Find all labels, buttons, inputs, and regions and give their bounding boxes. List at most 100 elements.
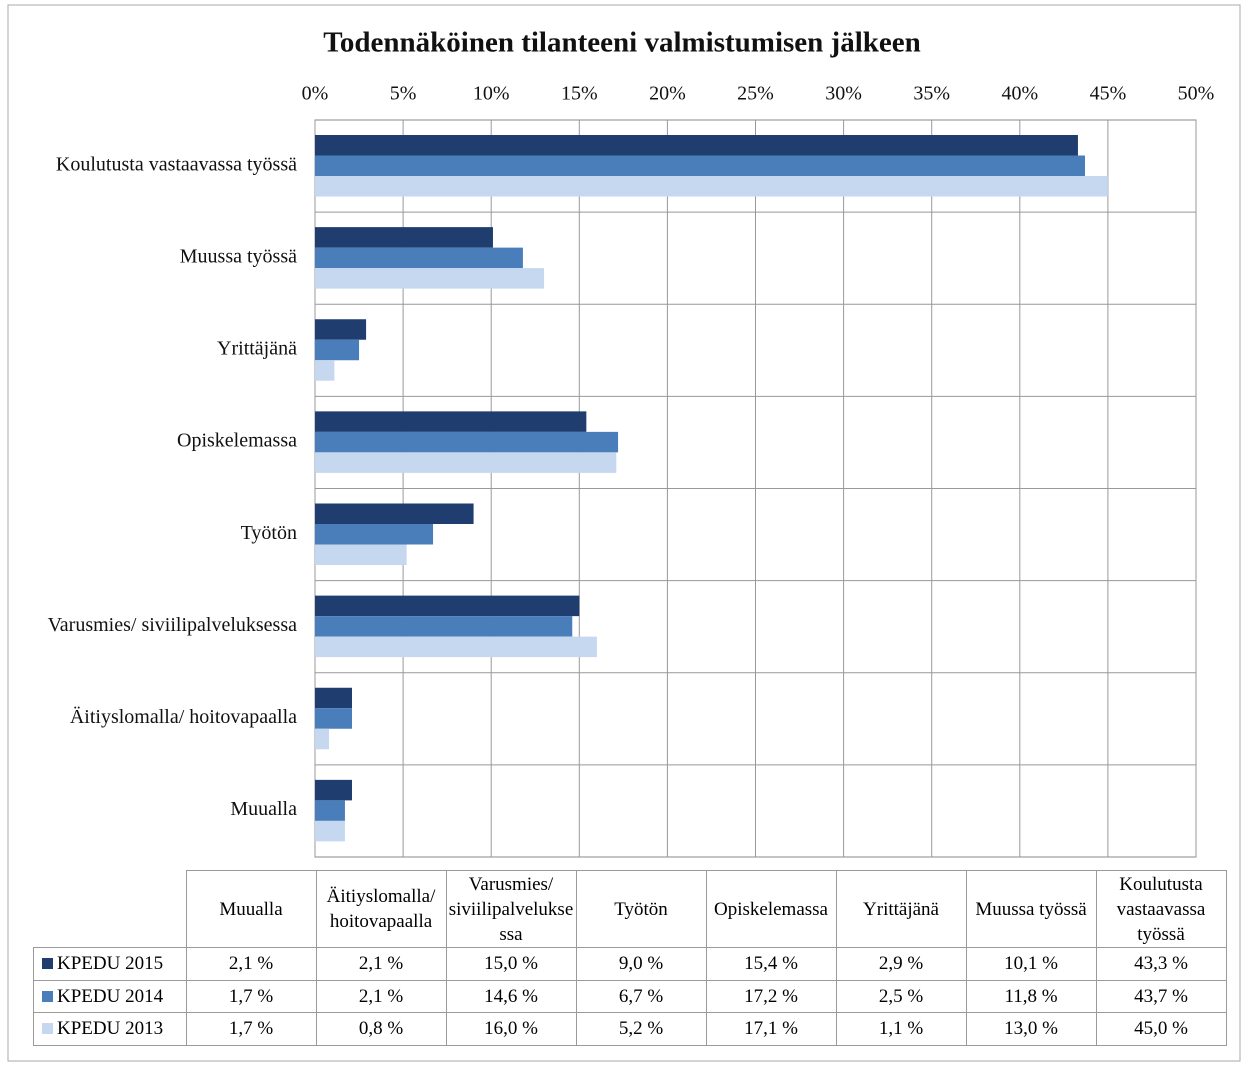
value-cell: 0,8 % xyxy=(315,1012,447,1046)
legend-label: KPEDU 2015 xyxy=(57,953,164,975)
value-cell: 2,1 % xyxy=(315,979,447,1013)
column-header: Koulutusta vastaavassa työssä xyxy=(1095,870,1227,948)
y-tick-label: Muualla xyxy=(230,798,297,820)
value-cell-text: 0,8 % xyxy=(358,1018,404,1040)
column-header-text: Opiskelemassa xyxy=(714,898,828,920)
column-header-text: Yrittäjänä xyxy=(863,898,939,920)
column-header-text: Muussa työssä xyxy=(975,898,1087,920)
bar xyxy=(315,708,353,729)
column-header: Opiskelemassa xyxy=(705,870,837,948)
x-tick-label: 0% xyxy=(302,83,329,105)
bar xyxy=(315,176,1108,197)
column-header: Muussa työssä xyxy=(965,870,1097,948)
column-header: Muualla xyxy=(185,870,317,948)
bar xyxy=(315,339,360,361)
y-tick-label: Äitiyslomalla/ hoitovapaalla xyxy=(70,705,297,728)
value-cell: 1,7 % xyxy=(185,979,317,1013)
legend-swatch xyxy=(42,1023,53,1035)
legend-cell: KPEDU 2014 xyxy=(33,979,187,1013)
value-cell-text: 2,1 % xyxy=(358,985,404,1007)
value-cell-text: 17,2 % xyxy=(744,985,798,1007)
legend-cell: KPEDU 2013 xyxy=(33,1012,187,1046)
legend-label: KPEDU 2014 xyxy=(57,985,164,1007)
value-cell-text: 1,7 % xyxy=(228,985,274,1007)
column-header-text: Koulutusta vastaavassa työssä xyxy=(1116,873,1206,945)
column-header: Varusmies/ siviilipalveluksessa xyxy=(445,870,577,948)
column-header-text: Työtön xyxy=(614,898,668,920)
value-cell: 2,9 % xyxy=(835,947,967,981)
bar xyxy=(315,800,345,821)
legend-cell: KPEDU 2015 xyxy=(33,947,187,981)
x-tick-label: 10% xyxy=(473,83,510,105)
value-cell: 17,1 % xyxy=(705,1012,837,1046)
bar xyxy=(315,227,493,248)
value-cell-text: 2,5 % xyxy=(878,985,924,1007)
y-tick-label: Koulutusta vastaavassa työssä xyxy=(56,153,297,175)
bar xyxy=(315,544,407,565)
value-cell: 43,3 % xyxy=(1095,947,1227,981)
x-tick-label: 30% xyxy=(825,83,862,105)
frame xyxy=(7,4,1241,1062)
value-cell-text: 2,9 % xyxy=(878,953,924,975)
bar xyxy=(315,524,434,545)
x-tick-label: 5% xyxy=(390,83,417,105)
bar xyxy=(315,779,353,801)
value-cell: 45,0 % xyxy=(1095,1012,1227,1046)
value-cell: 13,0 % xyxy=(965,1012,1097,1046)
bar xyxy=(315,616,573,637)
legend-label: KPEDU 2013 xyxy=(57,1018,164,1040)
value-cell-text: 2,1 % xyxy=(228,953,274,975)
value-cell-text: 14,6 % xyxy=(484,985,538,1007)
value-cell-text: 16,0 % xyxy=(484,1018,538,1040)
value-cell: 43,7 % xyxy=(1095,979,1227,1013)
data-table: Muualla Äitiyslomalla/ hoitovapaalla Varus… xyxy=(33,870,1227,1046)
x-tick-label: 40% xyxy=(1001,83,1038,105)
value-cell-text: 1,7 % xyxy=(228,1018,274,1040)
x-tick-label: 25% xyxy=(737,83,774,105)
bar xyxy=(315,636,597,658)
y-tick-label: Opiskelemassa xyxy=(177,430,297,452)
value-cell-text: 2,1 % xyxy=(358,953,404,975)
value-cell-text: 5,2 % xyxy=(618,1018,664,1040)
empty-cell xyxy=(34,871,187,948)
value-cell-text: 43,3 % xyxy=(1134,953,1188,975)
bar xyxy=(315,687,353,709)
value-cell-text: 15,4 % xyxy=(744,953,798,975)
value-cell: 5,2 % xyxy=(575,1012,707,1046)
column-header-text: Muualla xyxy=(219,898,283,920)
legend-swatch xyxy=(42,990,53,1002)
x-tick-label: 20% xyxy=(649,83,686,105)
value-cell-text: 11,8 % xyxy=(1004,985,1058,1007)
y-tick-label: Varusmies/ siviilipalveluksessa xyxy=(48,614,298,636)
bar xyxy=(315,135,1078,156)
bar xyxy=(315,411,587,432)
column-header-text: Äitiyslomalla/ hoitovapaalla xyxy=(326,886,436,932)
value-cell: 14,6 % xyxy=(445,979,577,1013)
bar xyxy=(315,503,474,524)
column-header-text: Varusmies/ siviilipalveluksessa xyxy=(448,873,574,945)
value-cell: 10,1 % xyxy=(965,947,1097,981)
x-tick-label: 50% xyxy=(1178,83,1215,105)
value-cell-text: 10,1 % xyxy=(1004,953,1058,975)
value-cell: 9,0 % xyxy=(575,947,707,981)
bar xyxy=(315,820,345,842)
column-header: Yrittäjänä xyxy=(835,870,967,948)
bar xyxy=(315,360,335,381)
y-tick-label: Yrittäjänä xyxy=(217,338,297,360)
value-cell: 2,5 % xyxy=(835,979,967,1013)
value-cell: 2,1 % xyxy=(185,947,317,981)
bar xyxy=(315,319,367,340)
column-header: Äitiyslomalla/ hoitovapaalla xyxy=(315,870,447,948)
value-cell-text: 1,1 % xyxy=(878,1018,924,1040)
value-cell: 1,1 % xyxy=(835,1012,967,1046)
value-cell-text: 9,0 % xyxy=(618,953,664,975)
value-cell-text: 6,7 % xyxy=(618,985,664,1007)
bar xyxy=(315,155,1085,176)
value-cell-text: 13,0 % xyxy=(1004,1018,1058,1040)
value-cell: 15,0 % xyxy=(445,947,577,981)
bar xyxy=(315,452,617,473)
y-tick-label: Työtön xyxy=(241,522,297,544)
value-cell-text: 45,0 % xyxy=(1134,1018,1188,1040)
